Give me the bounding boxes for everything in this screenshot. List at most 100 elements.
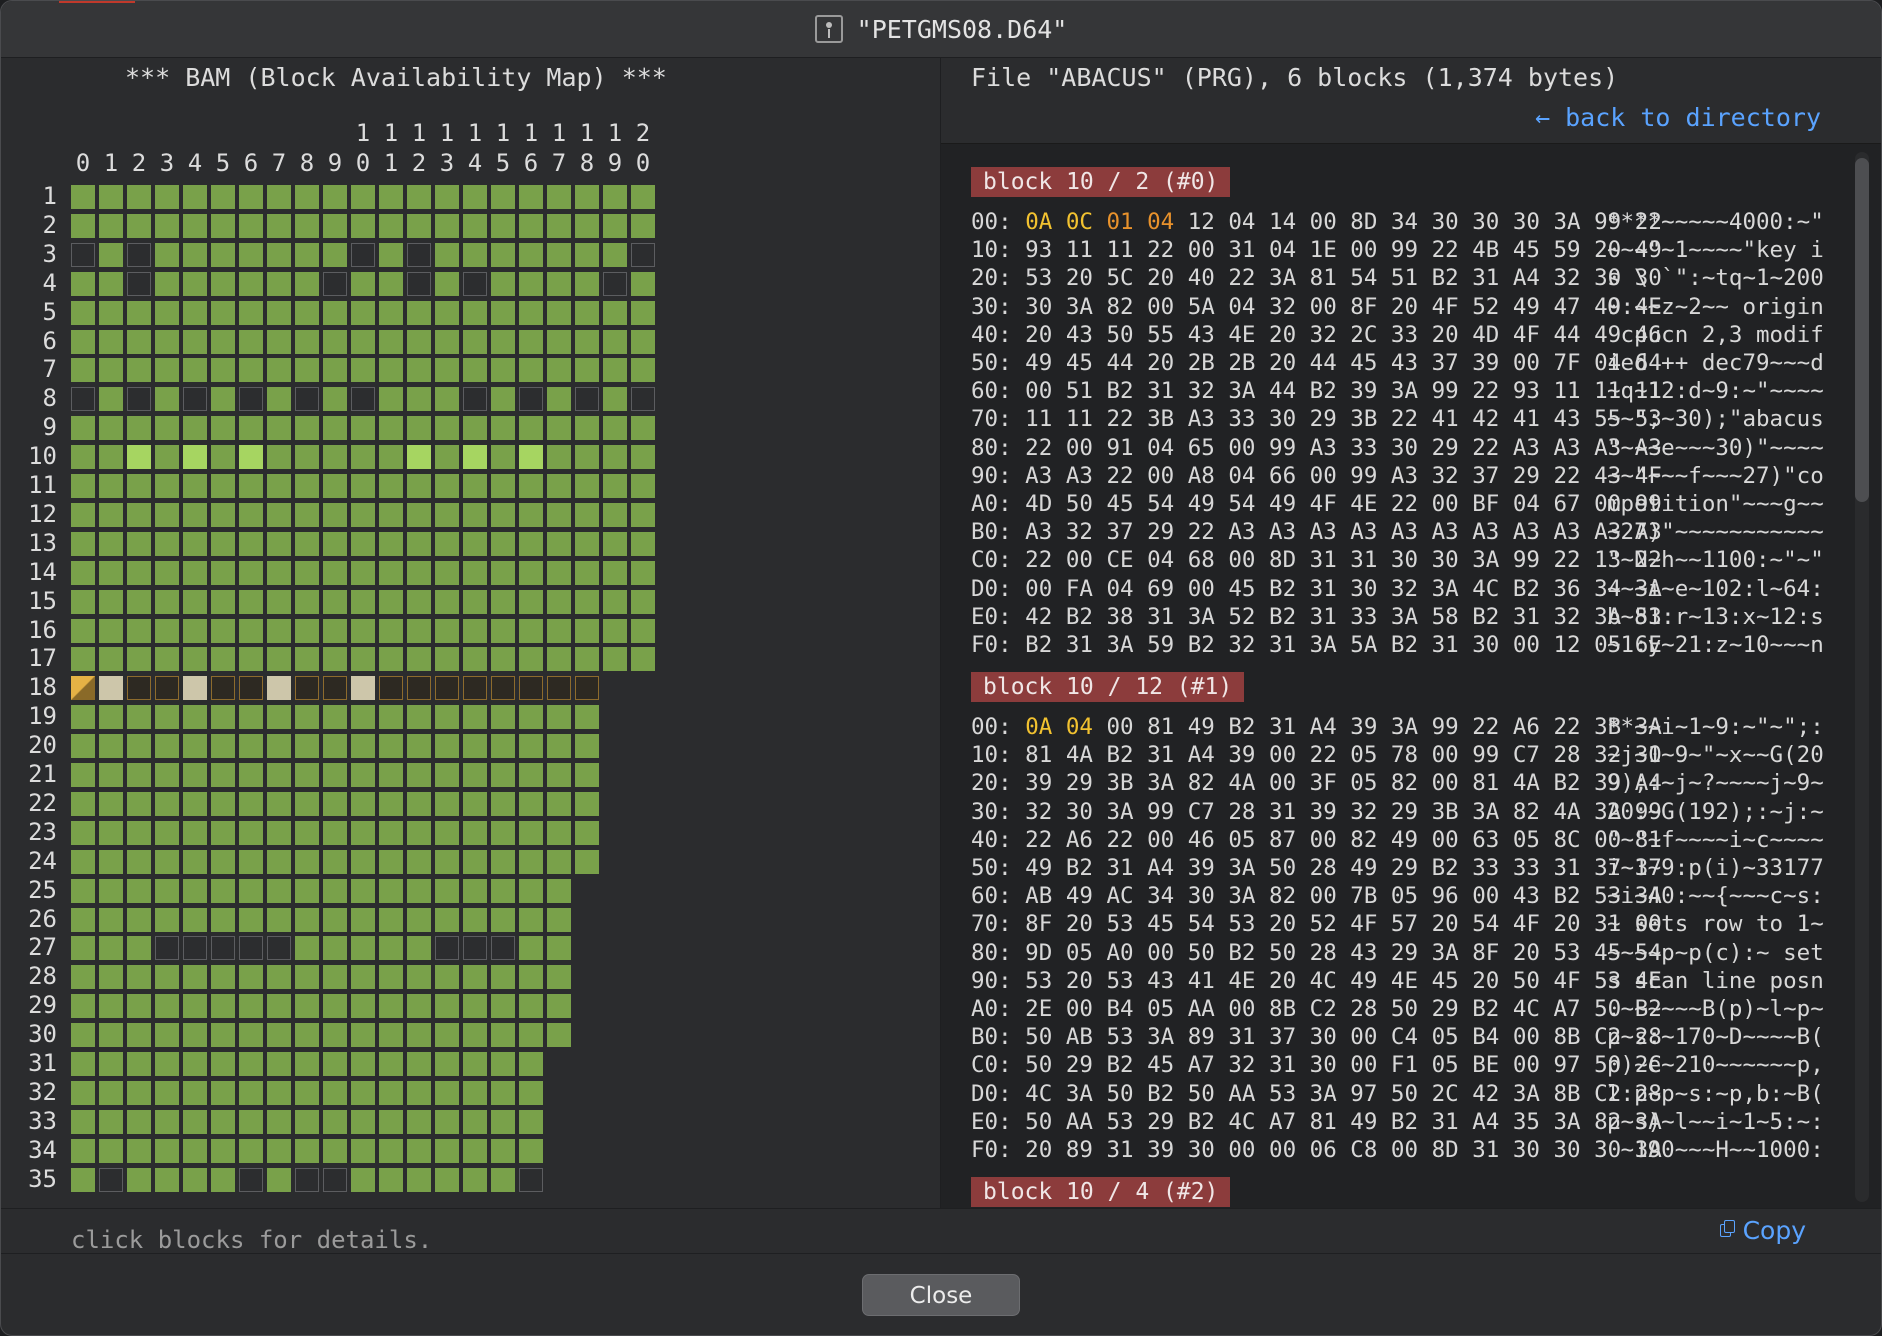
bam-block[interactable]	[547, 502, 571, 527]
bam-block[interactable]	[575, 271, 599, 296]
bam-block[interactable]	[575, 185, 599, 209]
bam-block[interactable]	[211, 936, 235, 961]
bam-block[interactable]	[99, 271, 123, 296]
bam-block[interactable]	[155, 213, 179, 238]
bam-block[interactable]	[519, 994, 543, 1019]
bam-block[interactable]	[379, 994, 403, 1019]
bam-block[interactable]	[211, 878, 235, 903]
bam-block[interactable]	[519, 589, 543, 614]
bam-block[interactable]	[211, 907, 235, 932]
bam-block[interactable]	[491, 647, 515, 672]
bam-block[interactable]	[435, 994, 459, 1019]
bam-block[interactable]	[295, 907, 319, 932]
bam-block[interactable]	[575, 849, 599, 874]
bam-block[interactable]	[323, 965, 347, 990]
bam-block[interactable]	[183, 271, 207, 296]
bam-block[interactable]	[519, 185, 543, 209]
bam-block[interactable]	[267, 329, 291, 354]
bam-block[interactable]	[239, 936, 263, 961]
bam-block[interactable]	[267, 300, 291, 325]
bam-block[interactable]	[155, 329, 179, 354]
bam-block[interactable]	[211, 849, 235, 874]
bam-block[interactable]	[463, 1080, 487, 1105]
bam-block[interactable]	[211, 358, 235, 383]
bam-block[interactable]	[547, 618, 571, 643]
bam-block[interactable]	[239, 907, 263, 932]
bam-block[interactable]	[323, 676, 347, 701]
bam-block[interactable]	[267, 820, 291, 845]
bam-block[interactable]	[211, 445, 235, 470]
bam-block[interactable]	[239, 1167, 263, 1192]
bam-block[interactable]	[211, 618, 235, 643]
bam-block[interactable]	[491, 1109, 515, 1134]
bam-block[interactable]	[463, 791, 487, 816]
bam-block[interactable]	[407, 1080, 431, 1105]
bam-block[interactable]	[491, 936, 515, 961]
bam-block[interactable]	[155, 242, 179, 267]
bam-block[interactable]	[379, 387, 403, 412]
bam-block[interactable]	[71, 1052, 95, 1076]
bam-block[interactable]	[407, 878, 431, 903]
bam-block[interactable]	[267, 271, 291, 296]
bam-block[interactable]	[407, 300, 431, 325]
bam-block[interactable]	[519, 849, 543, 874]
bam-block[interactable]	[351, 676, 375, 701]
bam-block[interactable]	[99, 907, 123, 932]
bam-block[interactable]	[267, 242, 291, 267]
bam-block[interactable]	[239, 560, 263, 585]
bam-block[interactable]	[435, 589, 459, 614]
bam-block[interactable]	[239, 531, 263, 556]
bam-block[interactable]	[183, 589, 207, 614]
bam-block[interactable]	[155, 849, 179, 874]
bam-block[interactable]	[463, 1138, 487, 1163]
hex-dump-view[interactable]: block 10 / 2 (#0) 00: 0A 0C 01 04 12 04 1…	[941, 143, 1881, 1209]
bam-block[interactable]	[575, 474, 599, 498]
bam-block[interactable]	[603, 445, 627, 470]
bam-block[interactable]	[491, 1080, 515, 1105]
bam-block[interactable]	[491, 878, 515, 903]
bam-block[interactable]	[71, 329, 95, 354]
bam-block[interactable]	[211, 589, 235, 614]
bam-block[interactable]	[127, 647, 151, 672]
bam-block[interactable]	[127, 1138, 151, 1163]
bam-block[interactable]	[239, 242, 263, 267]
bam-block[interactable]	[155, 589, 179, 614]
bam-block[interactable]	[239, 763, 263, 787]
bam-block[interactable]	[295, 300, 319, 325]
bam-block[interactable]	[239, 502, 263, 527]
bam-block[interactable]	[99, 445, 123, 470]
bam-block[interactable]	[603, 416, 627, 441]
bam-block[interactable]	[519, 502, 543, 527]
bam-block[interactable]	[267, 358, 291, 383]
bam-block[interactable]	[435, 387, 459, 412]
bam-block[interactable]	[295, 531, 319, 556]
bam-block[interactable]	[323, 936, 347, 961]
bam-block[interactable]	[379, 763, 403, 787]
bam-block[interactable]	[351, 849, 375, 874]
bam-block[interactable]	[351, 763, 375, 787]
bam-block[interactable]	[435, 849, 459, 874]
bam-block[interactable]	[127, 242, 151, 267]
bam-block[interactable]	[519, 329, 543, 354]
bam-block[interactable]	[127, 589, 151, 614]
bam-block[interactable]	[575, 618, 599, 643]
bam-block[interactable]	[379, 329, 403, 354]
bam-block[interactable]	[603, 358, 627, 383]
bam-block[interactable]	[407, 358, 431, 383]
bam-block[interactable]	[379, 734, 403, 759]
bam-block[interactable]	[407, 1138, 431, 1163]
bam-block[interactable]	[491, 1167, 515, 1192]
bam-block[interactable]	[491, 213, 515, 238]
bam-block[interactable]	[519, 820, 543, 845]
bam-block[interactable]	[127, 531, 151, 556]
bam-block[interactable]	[323, 271, 347, 296]
bam-block[interactable]	[435, 618, 459, 643]
bam-block[interactable]	[127, 849, 151, 874]
bam-block[interactable]	[351, 618, 375, 643]
bam-block[interactable]	[99, 1080, 123, 1105]
bam-block[interactable]	[155, 271, 179, 296]
bam-block[interactable]	[407, 445, 431, 470]
bam-block[interactable]	[295, 820, 319, 845]
bam-block[interactable]	[519, 531, 543, 556]
bam-block[interactable]	[323, 1167, 347, 1192]
